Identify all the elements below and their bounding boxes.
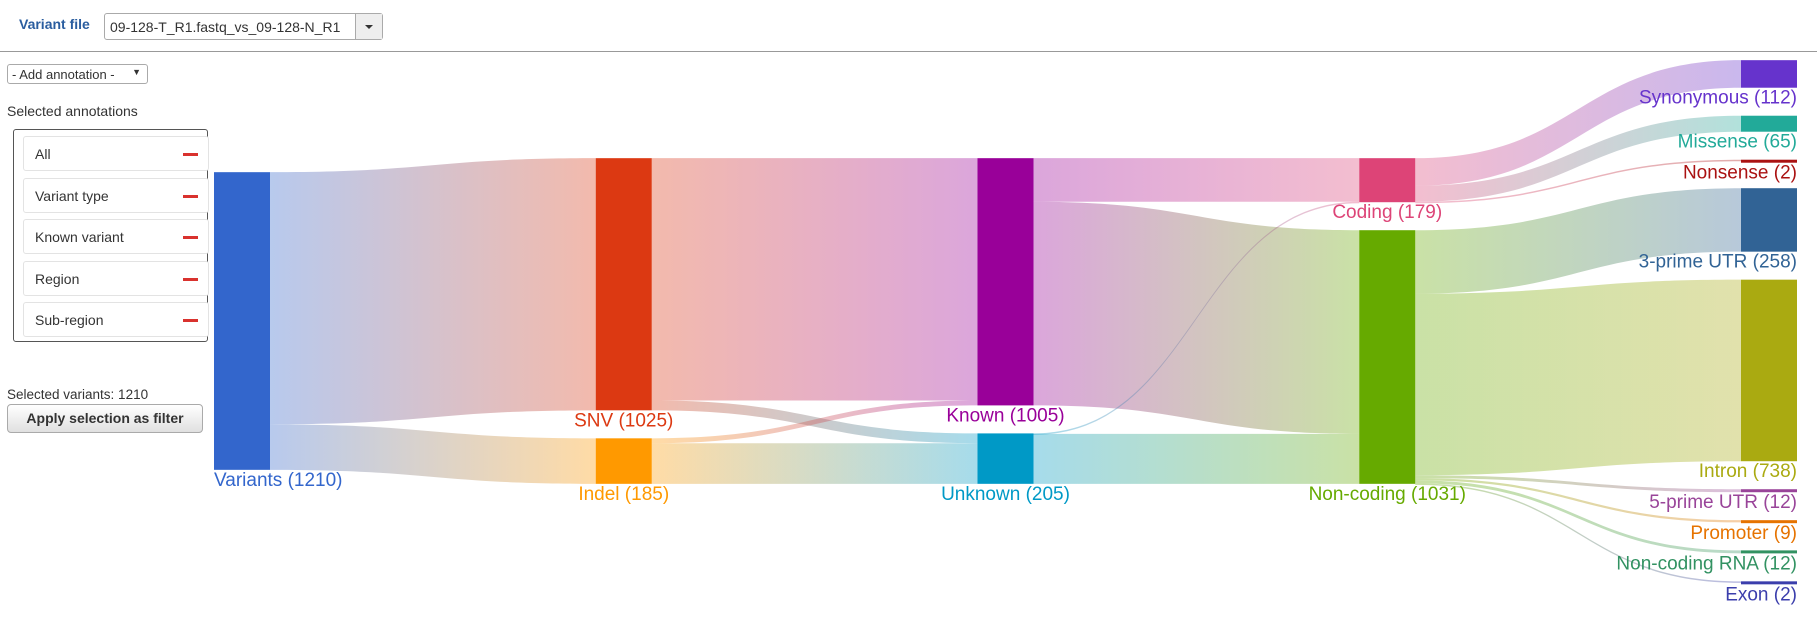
- sankey-node: [595, 438, 652, 484]
- node-label: Known (1005): [946, 405, 1064, 426]
- sankey-node: [977, 433, 1034, 484]
- annotation-label: All: [35, 146, 51, 162]
- node-label: Promoter (9): [1690, 523, 1797, 544]
- node-label: Nonsense (2): [1683, 163, 1797, 184]
- apply-filter-button[interactable]: Apply selection as filter: [7, 404, 203, 433]
- dropdown-button[interactable]: [355, 14, 382, 39]
- variant-file-label: Variant file: [19, 16, 90, 32]
- node-label: 3-prime UTR (258): [1639, 252, 1797, 273]
- annotation-label: Variant type: [35, 187, 109, 204]
- sankey-node: [1741, 115, 1797, 132]
- variant-file-select[interactable]: 09-128-T_R1.fastq_vs_09-128-N_R1: [104, 13, 383, 40]
- sankey-node: [1741, 188, 1797, 252]
- sankey-link: [1415, 478, 1741, 523]
- dropdown-arrow: [365, 25, 373, 29]
- remove-annotation[interactable]: [183, 319, 198, 322]
- dropdown-arrow: ▼: [132, 67, 141, 77]
- links: [270, 60, 1741, 583]
- annotation-label: Known variant: [35, 229, 124, 245]
- node-label: 5-prime UTR (12): [1649, 492, 1797, 513]
- remove-annotation[interactable]: [183, 194, 198, 198]
- annotation-item: Known variant: [23, 219, 209, 254]
- annotation-item: Sub-region: [23, 302, 209, 337]
- selected-variants: Selected variants: 1210: [7, 387, 149, 402]
- add-annotation-text: - Add annotation -: [12, 67, 115, 82]
- remove-annotation[interactable]: [183, 277, 198, 281]
- sankey-link: [651, 158, 978, 401]
- node-label: Non-coding (1031): [1309, 484, 1466, 505]
- divider: [0, 51, 1817, 52]
- sankey-link: [1415, 279, 1741, 476]
- sankey-link: [651, 400, 978, 444]
- sankey-link: [1415, 159, 1741, 204]
- annotation-item: All: [23, 136, 209, 171]
- node-label: Missense (65): [1678, 132, 1797, 153]
- annotation-list: All Variant type Known variant Region Sub-re…: [13, 129, 209, 342]
- sankey-link: [1415, 60, 1741, 186]
- node-label: Coding (179): [1332, 202, 1442, 223]
- node-label: Synonymous (112): [1639, 88, 1797, 109]
- sankey-node: [1741, 489, 1797, 493]
- sankey-node: [977, 158, 1034, 406]
- sankey-node: [1359, 230, 1416, 484]
- annotation-item: Region: [23, 260, 209, 296]
- selected-annotations-title: Selected annotations: [7, 103, 138, 119]
- sankey-link: [1415, 480, 1741, 554]
- variant-file-value: 09-128-T_R1.fastq_vs_09-128-N_R1: [110, 19, 341, 35]
- annotation-label: Region: [35, 270, 80, 287]
- sankey-node: [1741, 581, 1797, 585]
- sankey-link: [651, 443, 978, 484]
- remove-annotation[interactable]: [183, 236, 198, 239]
- sankey-link: [270, 424, 596, 484]
- sankey-node: [1741, 520, 1797, 524]
- sankey-node: [1359, 158, 1416, 203]
- sankey-node: [1741, 159, 1797, 163]
- remove-annotation[interactable]: [183, 153, 198, 156]
- node-label: SNV (1025): [574, 410, 673, 431]
- sankey-node: [1741, 550, 1797, 554]
- sankey-link: [1415, 115, 1741, 202]
- sankey-node: [1741, 60, 1797, 88]
- node-label: Variants (1210): [214, 470, 343, 491]
- node-label: Indel (185): [578, 484, 669, 505]
- sankey-link: [1415, 483, 1741, 583]
- node-label: Intron (738): [1699, 461, 1797, 482]
- sankey-link: [1415, 188, 1741, 294]
- sankey-link: [1415, 475, 1741, 493]
- sankey-node: [595, 158, 652, 411]
- node-label: Unknown (205): [941, 484, 1070, 505]
- sankey-link: [1033, 158, 1360, 202]
- sankey-node: [1741, 279, 1797, 462]
- add-annotation-select[interactable]: - Add annotation - ▼: [7, 64, 148, 84]
- node-label: Exon (2): [1725, 584, 1797, 605]
- sankey-node: [214, 172, 270, 470]
- sankey-link: [1033, 201, 1360, 435]
- annotation-item: Variant type: [23, 177, 209, 213]
- sankey-link: [1033, 433, 1360, 484]
- sankey-link: [270, 158, 596, 425]
- annotation-label: Sub-region: [35, 312, 104, 328]
- node-label: Non-coding RNA (12): [1616, 553, 1797, 574]
